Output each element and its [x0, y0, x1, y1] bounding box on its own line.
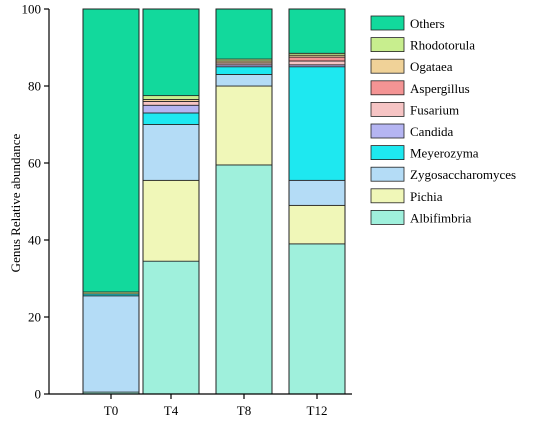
legend-swatch-meyerozyma: [370, 145, 405, 161]
legend-swatch-aspergillus: [370, 80, 405, 96]
bar-segment-t0-others: [82, 8, 140, 293]
legend-label-albifimbria: Albifimbria: [410, 210, 472, 225]
x-tick-label: T12: [307, 403, 328, 418]
legend-label-zygosaccharomyces: Zygosaccharomyces: [410, 167, 516, 182]
bar-segment-t12-albifimbria: [288, 243, 346, 395]
legend-swatch-candida: [370, 123, 405, 139]
bar-segment-t8-meyerozyma: [215, 66, 273, 75]
legend-label-others: Others: [410, 16, 445, 31]
legend: Others Rhodotorula Ogataea Aspergillus Fusar…: [370, 15, 516, 225]
y-tick-label: 20: [28, 310, 41, 325]
y-tick-label: 0: [35, 387, 42, 402]
axes-layer: 0 20 40 60 80 100 T0 T4 T8 T12: [22, 2, 352, 418]
bar-segment-t12-others: [288, 8, 346, 54]
legend-swatch-albifimbria: [370, 209, 405, 225]
bar-segment-t8-albifimbria: [215, 164, 273, 395]
bar-segment-t12-aspergillus: [288, 56, 346, 62]
x-tick-label: T0: [104, 403, 118, 418]
bar-segment-t4-meyerozyma: [142, 112, 200, 125]
legend-label-ogataea: Ogataea: [410, 59, 453, 74]
bar-segment-t12-zygosaccharomyces: [288, 179, 346, 206]
bar-segment-t0-zygosaccharomyces: [82, 295, 140, 393]
legend-swatch-ogataea: [370, 58, 405, 74]
y-tick-label: 60: [28, 156, 41, 171]
bar-segment-t4-zygosaccharomyces: [142, 124, 200, 181]
bar-segment-t4-rhodotorula: [142, 95, 200, 100]
bar-segment-t12-fusarium: [288, 60, 346, 66]
legend-label-fusarium: Fusarium: [410, 102, 459, 117]
bar-segment-t4-albifimbria: [142, 260, 200, 395]
legend-label-rhodotorula: Rhodotorula: [410, 38, 475, 53]
legend-swatch-pichia: [370, 188, 405, 204]
legend-swatch-fusarium: [370, 102, 405, 117]
legend-label-candida: Candida: [410, 124, 454, 139]
legend-label-pichia: Pichia: [410, 189, 443, 204]
bar-segment-t12-pichia: [288, 204, 346, 245]
x-tick-label: T8: [237, 403, 251, 418]
bar-segment-t4-pichia: [142, 179, 200, 262]
legend-swatch-zygosaccharomyces: [370, 166, 405, 182]
legend-swatch-others: [370, 15, 405, 31]
y-tick-label: 80: [28, 79, 41, 94]
bar-segment-t8-pichia: [215, 85, 273, 166]
legend-swatch-rhodotorula: [370, 37, 405, 52]
y-tick-label: 100: [22, 2, 42, 17]
bar-segment-t4-candida: [142, 104, 200, 114]
legend-label-meyerozyma: Meyerozyma: [410, 146, 479, 161]
legend-label-aspergillus: Aspergillus: [410, 81, 470, 96]
bars-layer: [82, 8, 346, 395]
bar-segment-t12-meyerozyma: [288, 66, 346, 181]
bar-segment-t4-fusarium: [142, 101, 200, 106]
bar-segment-t8-zygosaccharomyces: [215, 74, 273, 87]
bar-segment-t4-others: [142, 8, 200, 97]
y-tick-label: 40: [28, 233, 41, 248]
bar-segment-t8-others: [215, 8, 273, 60]
x-tick-label: T4: [164, 403, 179, 418]
y-axis-title: Genus Relative abundance: [8, 133, 23, 272]
